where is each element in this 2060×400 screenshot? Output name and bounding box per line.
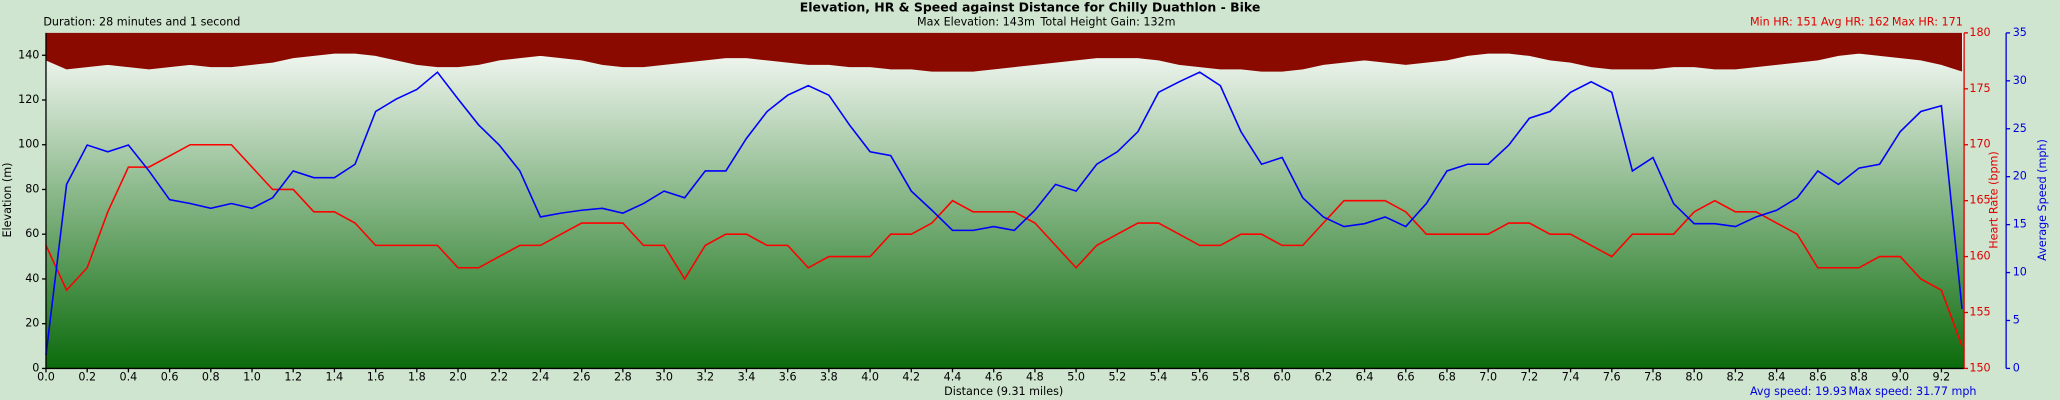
x-tick-label: 1.2: [284, 371, 302, 384]
x-tick-label: 6.2: [1314, 371, 1332, 384]
plot-area: [45, 32, 1965, 369]
avg-speed: Avg speed: 19.93: [1750, 385, 1847, 398]
x-tick-label: 2.4: [532, 371, 550, 384]
series-line: [45, 52, 1963, 72]
y-tick-label: 140: [18, 48, 39, 61]
y3-tick-label: 5: [2013, 313, 2020, 326]
x-tick-label: 8.2: [1727, 371, 1745, 384]
chart-title: Elevation, HR & Speed against Distance f…: [800, 0, 1261, 14]
x-tick-label: 1.4: [326, 371, 344, 384]
x-tick-label: 8.0: [1685, 371, 1703, 384]
y2-tick-label: 155: [1969, 305, 1990, 318]
x-tick-label: 2.8: [614, 371, 632, 384]
x-tick-label: 1.6: [367, 371, 385, 384]
y2-tick-label: 180: [1969, 26, 1990, 39]
x-tick-label: 7.6: [1603, 371, 1621, 384]
x-tick-label: 3.0: [655, 371, 673, 384]
x-tick-label: 8.4: [1768, 371, 1786, 384]
x-tick-label: 6.6: [1397, 371, 1415, 384]
y3-tick-label: 30: [2013, 74, 2027, 87]
y-tick-label: 60: [25, 227, 39, 240]
x-tick-label: 8.6: [1809, 371, 1827, 384]
x-tick-label: 5.4: [1150, 371, 1168, 384]
y-tick-label: 20: [25, 317, 39, 330]
y2-tick-label: 160: [1969, 250, 1990, 263]
y2-tick-label: 170: [1969, 138, 1990, 151]
x-tick-label: 5.2: [1108, 371, 1126, 384]
x-tick-label: 2.0: [449, 371, 467, 384]
duration: Duration: 28 minutes and 1 second: [43, 15, 240, 28]
x-tick-label: 5.0: [1067, 371, 1085, 384]
x-tick-label: 8.8: [1850, 371, 1868, 384]
x-tick-label: 0.8: [202, 371, 220, 384]
max-hr: Max HR: 171: [1892, 15, 1963, 28]
min-hr: Min HR: 151: [1750, 15, 1818, 28]
x-tick-label: 0.4: [120, 371, 138, 384]
x-tick-label: 4.0: [861, 371, 879, 384]
x-tick-label: 2.2: [490, 371, 508, 384]
x-tick-label: 3.4: [738, 371, 756, 384]
y2-tick-label: 175: [1969, 82, 1990, 95]
x-tick-label: 7.4: [1562, 371, 1580, 384]
x-tick-label: 3.6: [779, 371, 797, 384]
x-tick-label: 0.6: [161, 371, 179, 384]
x-tick-label: 9.0: [1891, 371, 1909, 384]
elevation-fill: [45, 32, 1963, 71]
x-tick-label: 5.8: [1232, 371, 1250, 384]
y2-tick-label: 165: [1969, 194, 1990, 207]
y3-tick-label: 20: [2013, 170, 2027, 183]
y3-tick-label: 0: [2013, 361, 2020, 374]
x-tick-label: 7.8: [1644, 371, 1662, 384]
y-tick-label: 120: [18, 93, 39, 106]
x-tick-label: 0.2: [78, 371, 96, 384]
max-speed: Max speed: 31.77 mph: [1848, 385, 1976, 398]
y3-tick-label: 35: [2013, 26, 2027, 39]
x-tick-label: 5.6: [1191, 371, 1209, 384]
x-tick-label: 2.6: [573, 371, 591, 384]
series-line: [45, 143, 1963, 347]
x-tick-label: 4.6: [985, 371, 1003, 384]
y3-tick-label: 25: [2013, 122, 2027, 135]
x-tick-label: 6.0: [1273, 371, 1291, 384]
x-tick-label: 6.8: [1438, 371, 1456, 384]
y3-axis-label: Average Speed (mph): [2036, 139, 2049, 261]
x-tick-label: 9.2: [1933, 371, 1951, 384]
x-tick-label: 7.0: [1479, 371, 1497, 384]
y-tick-label: 0: [32, 361, 39, 374]
x-tick-label: 7.2: [1521, 371, 1539, 384]
x-tick-label: 1.0: [243, 371, 261, 384]
x-axis-label: Distance (9.31 miles): [944, 385, 1063, 398]
y2-tick-label: 150: [1969, 361, 1990, 374]
max-elevation: Max Elevation: 143m: [917, 15, 1035, 28]
series-line: [45, 71, 1963, 356]
y3-tick-label: 10: [2013, 266, 2027, 279]
x-tick-label: 3.8: [820, 371, 838, 384]
y-axis-label: Elevation (m): [1, 162, 14, 237]
x-tick-label: 4.4: [944, 371, 962, 384]
x-tick-label: 3.2: [696, 371, 714, 384]
y-tick-label: 40: [25, 272, 39, 285]
y2-axis-label: Heart Rate (bpm): [1987, 151, 2000, 249]
x-tick-label: 0.0: [37, 371, 55, 384]
avg-hr: Avg HR: 162: [1821, 15, 1890, 28]
x-tick-label: 1.8: [408, 371, 426, 384]
height-gain: Total Height Gain: 132m: [1040, 15, 1176, 28]
x-tick-label: 4.2: [902, 371, 920, 384]
x-tick-label: 4.8: [1026, 371, 1044, 384]
plot-gradient: [45, 32, 1965, 369]
y-tick-label: 100: [18, 138, 39, 151]
y3-tick-label: 15: [2013, 218, 2027, 231]
x-tick-label: 6.4: [1356, 371, 1374, 384]
y-tick-label: 80: [25, 182, 39, 195]
